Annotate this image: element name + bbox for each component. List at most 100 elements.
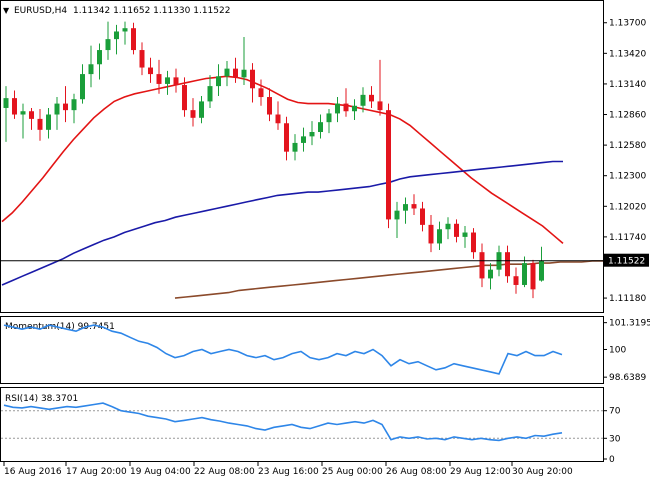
time-tick-label: 25 Aug 00:00 [322, 467, 383, 477]
price-tick-label: 1.12860 [609, 111, 646, 121]
candle-body [335, 103, 340, 114]
price-tick-label: 1.12020 [609, 202, 646, 212]
momentum-series [3, 324, 563, 375]
candle-body [80, 74, 85, 100]
candle-body [207, 86, 213, 102]
candle-body [403, 204, 408, 211]
candle-body [63, 103, 68, 111]
time-axis: 16 Aug 2016 17 Aug 20:00 19 Aug 04:00 22 Au… [3, 462, 573, 477]
candle-body [37, 118, 43, 130]
candle-body [88, 64, 94, 75]
rsi-label: RSI(14) 38.3701 [5, 394, 78, 404]
main-pane-border [0, 0, 604, 313]
candle-body [148, 67, 153, 75]
time-tick-label: 29 Aug 12:00 [450, 467, 511, 477]
candle-body [122, 28, 128, 32]
symbol-label: EURUSD,H4 [14, 6, 67, 16]
price-series [1, 21, 603, 299]
momentum-pane-border [0, 316, 604, 384]
candle-body [12, 98, 17, 115]
candle-body [54, 103, 60, 115]
candle-body [318, 122, 323, 132]
candle-body [241, 69, 247, 78]
candle-body [20, 111, 26, 115]
current-price-label: 1.11522 [608, 257, 645, 267]
menu-arrow-icon[interactable]: ▼ [3, 6, 10, 15]
rsi-pane-border [0, 387, 604, 462]
candle-body [105, 39, 111, 51]
candle-body [190, 110, 196, 118]
candle-body [326, 113, 332, 123]
candle-body [165, 77, 170, 84]
momentum-line [3, 324, 563, 375]
momentum-tick-label: 101.3195 [609, 319, 650, 329]
candle-body [386, 110, 391, 220]
rsi-tick-label: 30 [609, 434, 621, 444]
candle-body [479, 252, 485, 279]
candle-body [437, 229, 442, 244]
candle-body [71, 99, 77, 111]
candle-body [182, 85, 187, 111]
time-tick-label: 19 Aug 04:00 [130, 467, 191, 477]
candle-body [139, 50, 145, 68]
candle-body [505, 252, 510, 277]
candle-body [114, 31, 119, 40]
rsi-tick-label: 0 [609, 455, 615, 465]
candle-body [29, 111, 34, 119]
candle-body [284, 123, 289, 152]
candle-body [513, 276, 519, 285]
sma-slow-line [174, 260, 603, 299]
candle-body [539, 260, 544, 281]
candle-body [97, 50, 102, 65]
candle-body [309, 132, 315, 137]
candle-body [343, 103, 349, 112]
candle-body [224, 68, 230, 77]
momentum-tick-label: 98.6389 [609, 373, 646, 383]
momentum-axis: 101.3195 100 98.6389 [603, 319, 650, 383]
candle-body [275, 114, 281, 124]
current-price-tag [604, 253, 649, 267]
candle-body [445, 223, 451, 230]
candle-body [301, 136, 306, 143]
price-tick-label: 1.12300 [609, 172, 646, 182]
sma-mid-line [1, 160, 563, 286]
candle-body [411, 204, 417, 209]
time-tick-label: 26 Aug 08:00 [386, 467, 447, 477]
candle-body [369, 94, 374, 102]
candle-body [156, 74, 162, 84]
price-axis: 1.13700 1.13420 1.13140 1.12860 1.12580 1.123… [603, 19, 649, 304]
candle-body [377, 101, 383, 111]
momentum-tick-label: 100 [609, 345, 626, 355]
candle-body [530, 263, 536, 290]
price-tick-label: 1.13140 [609, 80, 646, 90]
candle-body [250, 69, 255, 89]
time-tick-label: 23 Aug 16:00 [258, 467, 319, 477]
candle-body [420, 208, 425, 225]
candle-body [199, 101, 204, 118]
sma-fast-line [1, 75, 564, 245]
time-tick-label: 16 Aug 2016 [4, 467, 62, 477]
price-tick-label: 1.13420 [609, 49, 646, 59]
candle-body [454, 223, 459, 237]
rsi-line [3, 402, 563, 442]
time-tick-label: 30 Aug 20:00 [512, 467, 573, 477]
candle-body [360, 94, 366, 106]
candle-body [488, 269, 493, 279]
price-tick-label: 1.12580 [609, 141, 646, 151]
ohlc-label: 1.11342 1.11652 1.11330 1.11522 [73, 6, 230, 16]
price-tick-label: 1.13700 [609, 19, 646, 29]
candle-body [522, 263, 527, 285]
candle-body [216, 76, 221, 87]
candle-body [258, 88, 264, 98]
rsi-tick-label: 70 [609, 407, 621, 417]
candle-body [352, 105, 357, 112]
candle-body [292, 142, 298, 152]
rsi-axis: 70 30 0 [603, 407, 621, 465]
candle-body [3, 98, 9, 108]
candle-body [471, 232, 476, 253]
candle-body [428, 224, 434, 244]
time-tick-label: 17 Aug 20:00 [66, 467, 127, 477]
rsi-series [1, 402, 603, 442]
candle-body [233, 68, 238, 78]
